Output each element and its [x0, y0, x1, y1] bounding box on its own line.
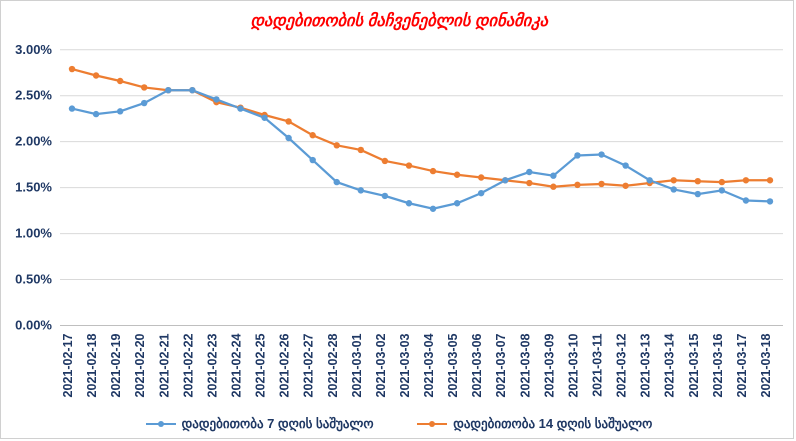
- svg-text:2021-03-06: 2021-03-06: [470, 333, 484, 397]
- svg-text:2021-03-04: 2021-03-04: [422, 333, 436, 397]
- svg-text:3.00%: 3.00%: [15, 42, 52, 57]
- svg-text:2021-02-25: 2021-02-25: [254, 333, 268, 397]
- svg-text:2021-03-14: 2021-03-14: [663, 333, 677, 397]
- svg-text:2021-03-01: 2021-03-01: [350, 333, 364, 397]
- svg-text:2021-03-10: 2021-03-10: [566, 333, 580, 397]
- svg-text:2021-03-11: 2021-03-11: [591, 333, 605, 396]
- svg-text:2021-03-02: 2021-03-02: [374, 333, 388, 397]
- svg-text:2021-02-27: 2021-02-27: [302, 333, 316, 397]
- svg-text:2021-03-17: 2021-03-17: [735, 333, 749, 397]
- svg-text:0.50%: 0.50%: [15, 272, 52, 287]
- svg-text:2021-02-20: 2021-02-20: [133, 333, 147, 397]
- svg-text:2021-02-21: 2021-02-21: [157, 333, 171, 397]
- svg-text:2021-03-03: 2021-03-03: [398, 333, 412, 397]
- svg-text:2021-02-22: 2021-02-22: [181, 333, 195, 397]
- svg-text:2021-03-12: 2021-03-12: [615, 333, 629, 397]
- svg-text:2021-02-19: 2021-02-19: [109, 333, 123, 397]
- svg-text:2021-02-24: 2021-02-24: [229, 333, 243, 397]
- svg-text:2021-03-05: 2021-03-05: [446, 333, 460, 397]
- svg-text:2021-03-07: 2021-03-07: [494, 333, 508, 397]
- svg-text:2021-02-17: 2021-02-17: [61, 333, 75, 397]
- svg-text:0.00%: 0.00%: [15, 318, 52, 333]
- svg-text:1.50%: 1.50%: [15, 180, 52, 195]
- svg-text:2021-03-15: 2021-03-15: [687, 333, 701, 397]
- svg-text:2021-02-26: 2021-02-26: [278, 333, 292, 397]
- svg-text:2021-02-28: 2021-02-28: [326, 333, 340, 397]
- svg-text:2021-03-09: 2021-03-09: [542, 333, 556, 397]
- svg-text:1.00%: 1.00%: [15, 226, 52, 241]
- svg-text:2021-02-18: 2021-02-18: [85, 333, 99, 397]
- svg-text:2021-03-08: 2021-03-08: [518, 333, 532, 397]
- svg-text:2021-02-23: 2021-02-23: [205, 333, 219, 397]
- svg-text:2021-03-13: 2021-03-13: [639, 333, 653, 397]
- svg-text:2021-03-18: 2021-03-18: [759, 333, 773, 397]
- svg-text:2.00%: 2.00%: [15, 134, 52, 149]
- svg-text:2.50%: 2.50%: [15, 88, 52, 103]
- svg-text:2021-03-16: 2021-03-16: [711, 333, 725, 397]
